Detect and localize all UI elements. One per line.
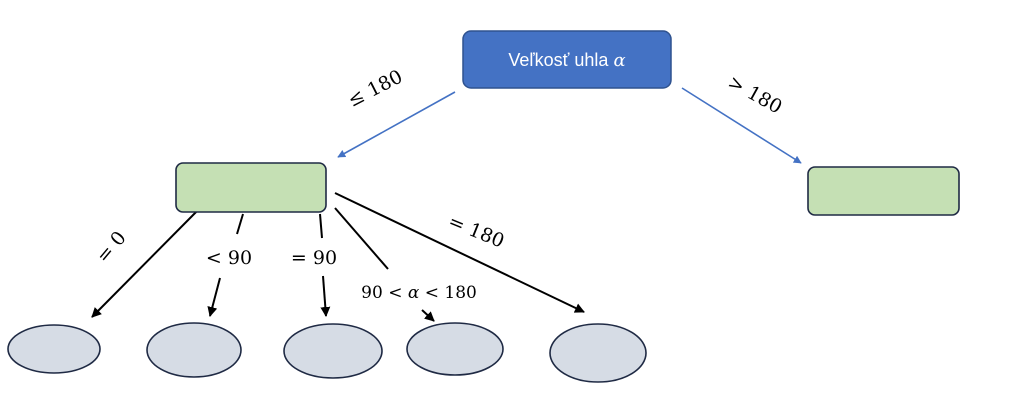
label-left-branch: ≤ 180	[344, 66, 406, 112]
edge-lt90-upper	[236, 213, 244, 235]
edge-eq90-upper	[319, 213, 323, 239]
root-node-label: Veľkosť uhla α	[508, 50, 625, 71]
label-eq0: = 0	[92, 227, 131, 267]
leaf-eq0	[7, 324, 101, 374]
edge-root-right	[681, 87, 802, 164]
edge-lt90-lower	[207, 277, 221, 317]
label-lt90: < 90	[206, 247, 252, 269]
edge-eq90-lower	[320, 275, 331, 317]
left-child-node	[175, 162, 327, 213]
edge-between-lower	[421, 309, 435, 322]
edge-eq0	[91, 204, 204, 318]
edge-eq180	[334, 192, 585, 313]
right-child-node	[807, 166, 960, 216]
label-right-branch: > 180	[724, 71, 786, 118]
label-eq90: = 90	[291, 247, 337, 269]
label-between: 90 < α < 180	[361, 283, 477, 303]
leaf-eq180	[549, 323, 647, 383]
leaf-between	[406, 322, 504, 376]
edge-root-left	[337, 91, 456, 158]
label-eq180: = 180	[445, 210, 507, 252]
edge-between-upper	[334, 207, 389, 270]
leaf-eq90	[283, 323, 383, 379]
leaf-lt90	[146, 322, 242, 378]
root-node	[462, 30, 672, 89]
